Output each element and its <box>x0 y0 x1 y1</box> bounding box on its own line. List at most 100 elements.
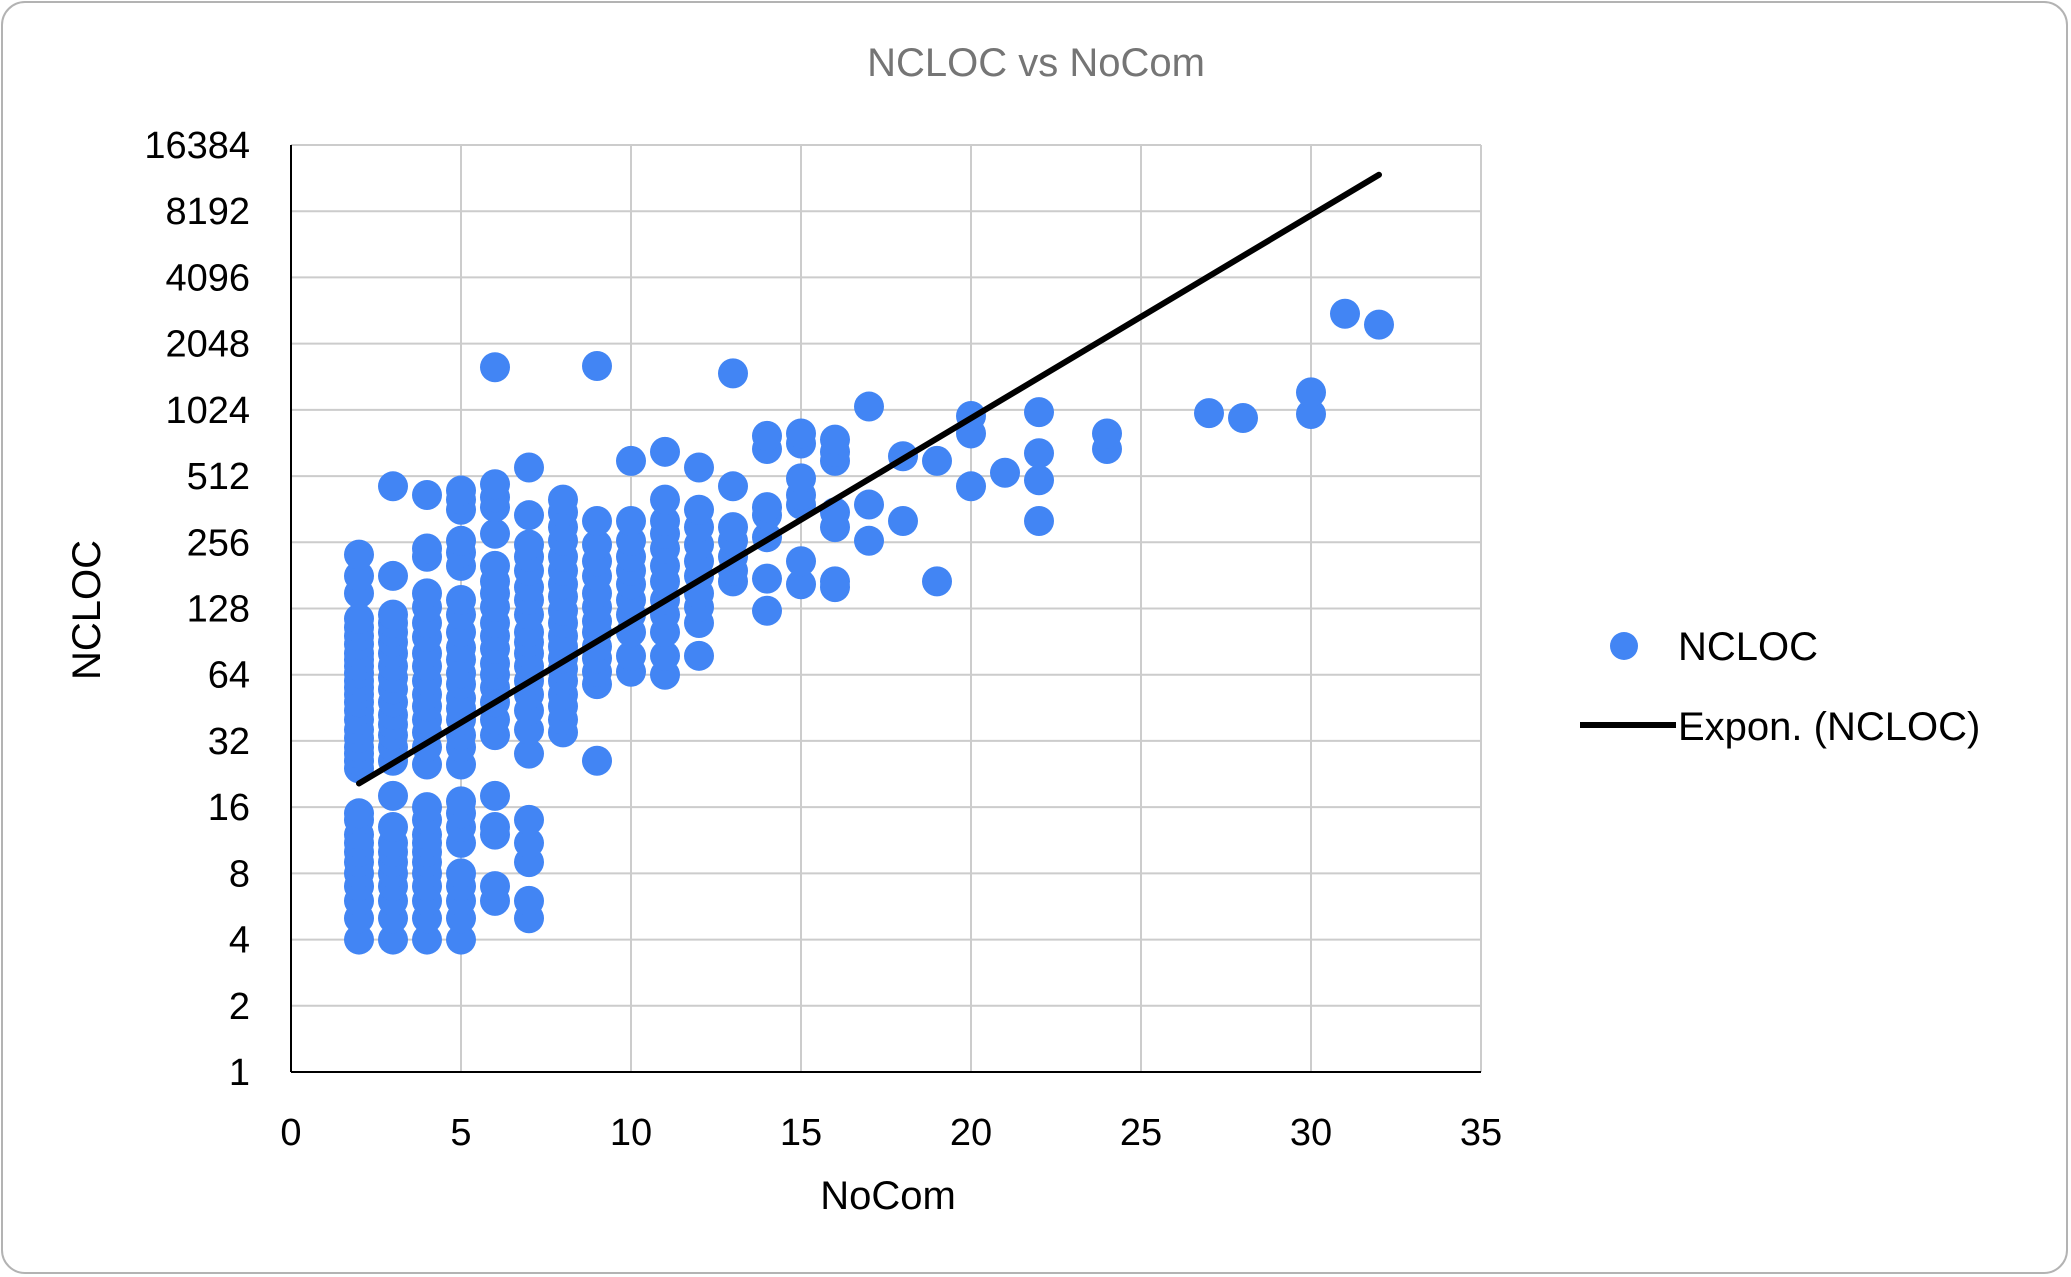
data-point <box>378 811 408 842</box>
x-tick-label: 20 <box>950 1112 992 1154</box>
data-point <box>514 452 544 483</box>
data-point <box>684 640 714 671</box>
data-point <box>582 529 612 560</box>
x-tick-label: 0 <box>280 1112 301 1154</box>
y-tick-label: 2048 <box>165 324 250 366</box>
data-point <box>990 457 1020 488</box>
trendline-path <box>356 171 1382 787</box>
data-point <box>480 352 510 383</box>
data-point <box>922 566 952 597</box>
y-tick-label: 1 <box>229 1052 250 1094</box>
data-point <box>1024 465 1054 496</box>
x-tick-label: 30 <box>1290 1112 1332 1154</box>
data-point <box>752 420 782 451</box>
data-point <box>1024 397 1054 428</box>
x-axis-title: NoCom <box>820 1174 956 1218</box>
y-axis-title: NCLOC <box>65 540 109 680</box>
data-point <box>514 804 544 835</box>
data-point <box>446 858 476 889</box>
data-point <box>616 640 646 671</box>
data-point <box>344 603 374 634</box>
y-tick-label: 1024 <box>165 390 250 432</box>
data-point <box>378 471 408 502</box>
y-tick-label: 16 <box>208 787 250 829</box>
data-point <box>854 391 884 422</box>
data-point <box>718 512 748 543</box>
data-point <box>786 463 816 494</box>
data-point <box>480 518 510 549</box>
y-tick-label: 64 <box>208 655 250 697</box>
legend: NCLOC Expon. (NCLOC) <box>1580 625 1980 749</box>
data-point <box>752 595 782 626</box>
data-point <box>480 811 510 842</box>
data-point <box>752 563 782 594</box>
data-point <box>786 418 816 449</box>
data-point <box>752 492 782 523</box>
data-point <box>344 539 374 570</box>
y-tick-label: 16384 <box>144 125 250 167</box>
data-point <box>446 525 476 556</box>
data-point <box>888 505 918 536</box>
data-point <box>786 546 816 577</box>
data-point <box>514 738 544 769</box>
data-point <box>412 924 442 955</box>
y-tick-label: 8192 <box>165 191 250 233</box>
y-tick-label: 4096 <box>165 257 250 299</box>
data-point <box>412 479 442 510</box>
data-point <box>378 599 408 630</box>
y-tick-label: 2 <box>229 986 250 1028</box>
data-point <box>412 792 442 823</box>
x-tick-label: 25 <box>1120 1112 1162 1154</box>
data-point <box>1296 399 1326 430</box>
x-tick-label: 35 <box>1460 1112 1502 1154</box>
data-point <box>1024 505 1054 536</box>
data-point <box>854 525 884 556</box>
data-point <box>718 358 748 389</box>
legend-label-trendline: Expon. (NCLOC) <box>1678 705 1980 749</box>
x-tick-labels: 0 5 10 15 20 25 30 35 <box>280 1112 1502 1154</box>
x-tick-label: 15 <box>780 1112 822 1154</box>
data-point <box>378 560 408 591</box>
data-point <box>480 871 510 902</box>
data-point <box>684 494 714 525</box>
data-point <box>922 445 952 476</box>
y-tick-label: 512 <box>187 456 250 498</box>
data-point <box>446 584 476 615</box>
data-point <box>514 827 544 858</box>
x-tick-label: 5 <box>450 1112 471 1154</box>
data-point <box>1228 403 1258 434</box>
data-point <box>446 786 476 817</box>
data-point <box>344 560 374 591</box>
y-tick-label: 256 <box>187 522 250 564</box>
data-point <box>582 745 612 776</box>
data-point <box>1024 438 1054 469</box>
legend-label-ncloc: NCLOC <box>1678 625 1818 669</box>
legend-marker-ncloc <box>1610 632 1638 660</box>
data-point <box>650 484 680 515</box>
chart-title: NCLOC vs NoCom <box>867 41 1205 85</box>
data-point <box>718 471 748 502</box>
trendline <box>356 171 1382 787</box>
data-point <box>786 569 816 600</box>
data-point <box>684 452 714 483</box>
data-point <box>344 924 374 955</box>
data-point <box>582 505 612 536</box>
data-point <box>820 424 850 455</box>
data-point <box>446 924 476 955</box>
data-point <box>344 798 374 829</box>
data-point <box>412 533 442 564</box>
y-tick-labels: 1 2 4 8 16 32 64 128 256 512 1024 2048 4096 8192 16384 <box>144 125 250 1094</box>
y-tick-label: 8 <box>229 853 250 895</box>
data-point <box>650 640 680 671</box>
data-point <box>820 566 850 597</box>
data-point <box>378 780 408 811</box>
axes <box>290 145 1481 1073</box>
data-point <box>378 924 408 955</box>
data-point <box>514 885 544 916</box>
data-point <box>616 505 646 536</box>
data-point <box>548 484 578 515</box>
y-tick-label: 32 <box>208 721 250 763</box>
data-point <box>480 469 510 500</box>
data-point <box>446 475 476 506</box>
